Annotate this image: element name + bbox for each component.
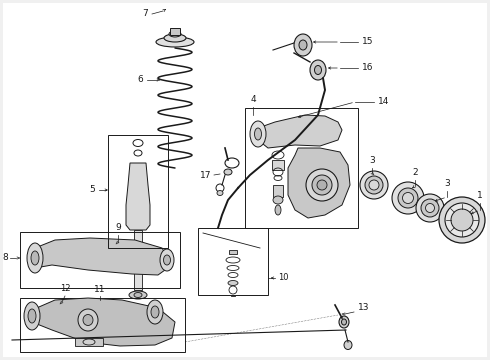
Ellipse shape [129, 291, 147, 299]
Text: 11: 11 [94, 285, 106, 294]
Ellipse shape [306, 169, 338, 201]
Ellipse shape [217, 190, 223, 195]
Ellipse shape [224, 169, 232, 175]
Ellipse shape [342, 319, 346, 325]
Ellipse shape [275, 205, 281, 215]
Ellipse shape [310, 60, 326, 80]
Ellipse shape [151, 306, 159, 318]
Ellipse shape [164, 255, 171, 265]
Ellipse shape [273, 196, 283, 204]
Text: 7: 7 [142, 9, 148, 18]
Ellipse shape [147, 300, 163, 324]
Ellipse shape [228, 280, 238, 285]
Ellipse shape [392, 182, 424, 214]
Ellipse shape [439, 197, 485, 243]
Ellipse shape [83, 339, 95, 345]
Ellipse shape [250, 121, 266, 147]
Bar [272, 160, 284, 170]
Ellipse shape [402, 193, 414, 203]
Bar [75, 338, 103, 346]
Bar [170, 28, 180, 35]
Polygon shape [35, 238, 168, 275]
Ellipse shape [445, 203, 479, 237]
Ellipse shape [416, 194, 444, 222]
Ellipse shape [360, 171, 388, 199]
Bar [273, 185, 283, 197]
Bar [134, 230, 142, 290]
Ellipse shape [365, 176, 383, 194]
Bar [20, 232, 180, 288]
Ellipse shape [83, 315, 93, 325]
Text: 3: 3 [369, 156, 375, 165]
Text: 6: 6 [137, 76, 143, 85]
Ellipse shape [169, 31, 181, 37]
Text: 16: 16 [362, 63, 373, 72]
Ellipse shape [28, 309, 36, 323]
Polygon shape [126, 163, 150, 230]
Text: 4: 4 [250, 95, 256, 104]
Ellipse shape [339, 316, 349, 328]
Ellipse shape [164, 34, 186, 42]
Text: 9: 9 [115, 223, 121, 232]
Ellipse shape [156, 37, 194, 47]
Text: 1: 1 [477, 191, 483, 200]
Ellipse shape [31, 251, 39, 265]
Ellipse shape [78, 309, 98, 331]
Ellipse shape [27, 243, 43, 273]
Ellipse shape [254, 128, 262, 140]
Ellipse shape [134, 292, 142, 297]
Text: 12: 12 [60, 284, 70, 293]
Ellipse shape [398, 188, 418, 208]
Ellipse shape [312, 175, 332, 195]
Text: 15: 15 [362, 37, 373, 46]
Ellipse shape [369, 180, 379, 190]
Ellipse shape [160, 249, 174, 271]
Ellipse shape [425, 203, 435, 212]
Polygon shape [288, 148, 350, 218]
Bar [20, 298, 185, 352]
Ellipse shape [421, 199, 439, 217]
Text: 3: 3 [444, 179, 450, 188]
Ellipse shape [299, 40, 307, 50]
Bar [229, 250, 237, 254]
Bar [108, 135, 168, 248]
Polygon shape [258, 115, 342, 148]
Bar [245, 108, 358, 228]
Polygon shape [32, 298, 175, 346]
Text: 13: 13 [358, 303, 369, 312]
Ellipse shape [451, 209, 473, 231]
Ellipse shape [315, 66, 321, 75]
Text: 5: 5 [89, 185, 95, 194]
Text: 8: 8 [2, 253, 8, 262]
Ellipse shape [24, 302, 40, 330]
Bar [198, 228, 268, 295]
Ellipse shape [317, 180, 327, 190]
Text: 2: 2 [412, 168, 418, 177]
Ellipse shape [294, 34, 312, 56]
Ellipse shape [344, 341, 352, 350]
Text: 17: 17 [200, 171, 212, 180]
Text: 10: 10 [278, 274, 289, 283]
Text: 14: 14 [378, 98, 390, 107]
